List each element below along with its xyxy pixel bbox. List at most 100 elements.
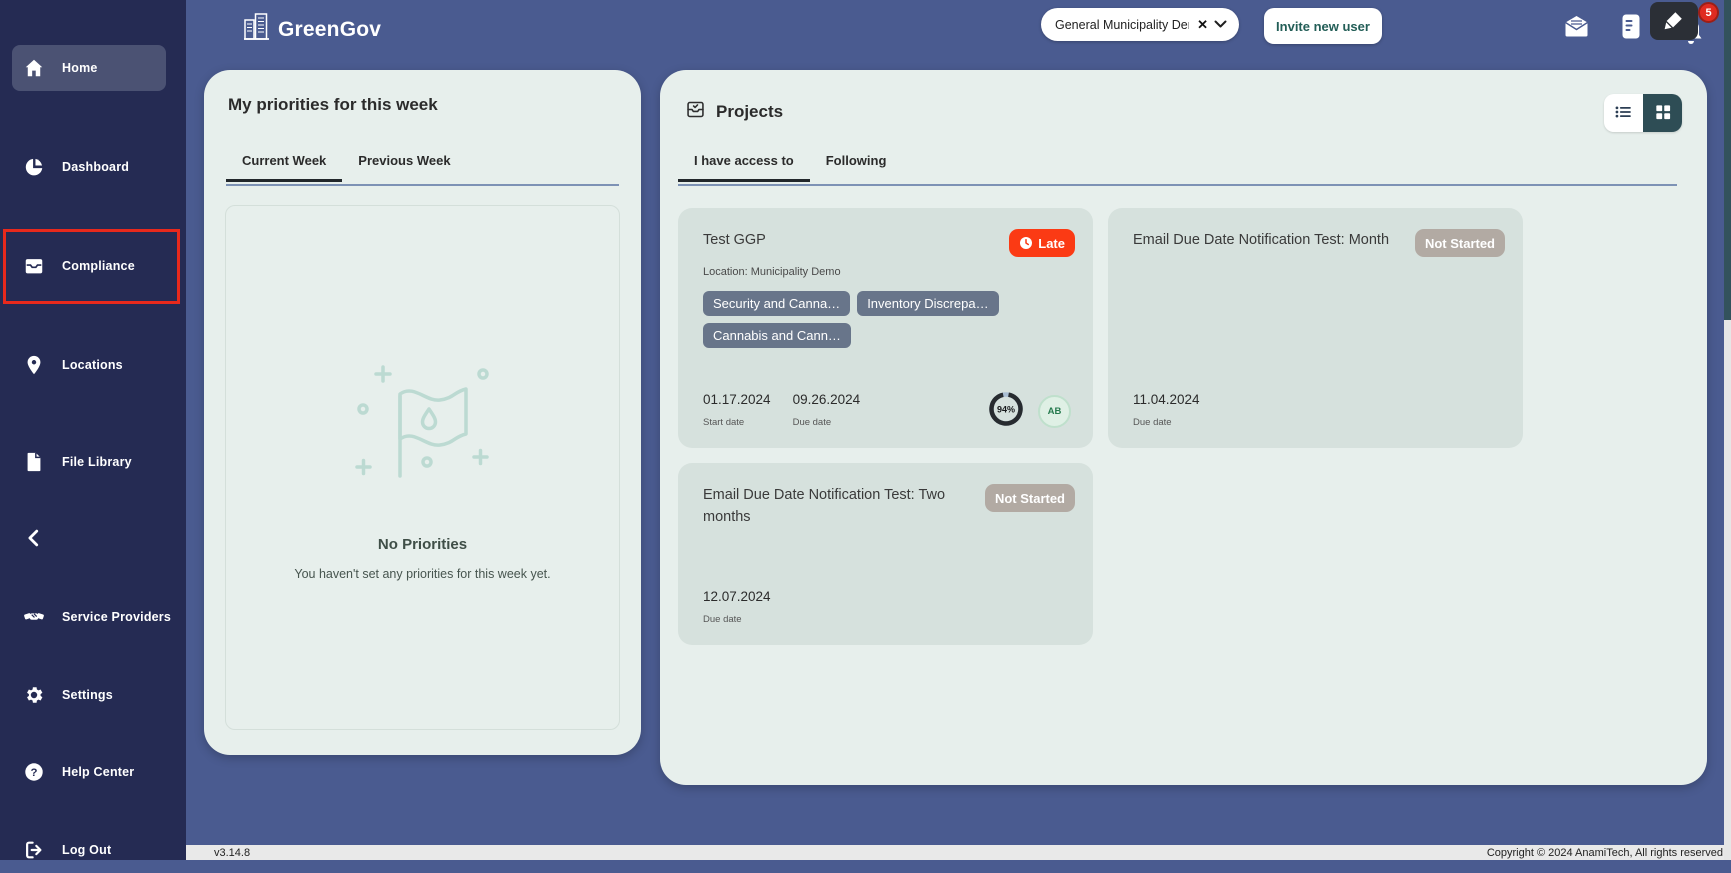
- clock-icon: [1019, 236, 1033, 250]
- logout-icon: [22, 838, 46, 862]
- project-title: Email Due Date Notification Test: Two mo…: [703, 487, 946, 526]
- priorities-empty-state: No Priorities You haven't set any priori…: [225, 205, 620, 730]
- project-tags: Security and Canna… Inventory Discrepa… …: [703, 291, 1013, 348]
- chevron-down-icon[interactable]: [1214, 20, 1227, 29]
- sidebar-item-home[interactable]: Home: [12, 45, 166, 91]
- app-version: v3.14.8: [214, 846, 251, 859]
- clear-icon[interactable]: ✕: [1197, 16, 1208, 32]
- project-card-email-two-months[interactable]: Email Due Date Notification Test: Two mo…: [678, 463, 1093, 645]
- annotation-highlighter-overlay: [1650, 2, 1698, 40]
- priorities-tabs: Current Week Previous Week: [226, 153, 467, 182]
- tabs-divider: [678, 184, 1677, 186]
- sidebar-item-label: Dashboard: [62, 160, 130, 174]
- projects-inbox-icon: [685, 99, 706, 125]
- avatar: AB: [1038, 395, 1071, 428]
- sidebar-item-locations[interactable]: Locations: [12, 342, 166, 388]
- project-card-email-month[interactable]: Email Due Date Notification Test: Month …: [1108, 208, 1523, 448]
- org-selector-dropdown[interactable]: General Municipality Der ✕: [1041, 8, 1239, 41]
- sidebar-item-compliance[interactable]: Compliance: [12, 243, 166, 289]
- grid-view-button[interactable]: [1643, 94, 1682, 132]
- sidebar-item-label: Settings: [62, 688, 113, 702]
- page-scrollbar[interactable]: [1724, 0, 1731, 860]
- sidebar-item-dashboard[interactable]: Dashboard: [12, 144, 166, 190]
- due-date-value: 09.26.2024: [792, 392, 861, 407]
- tabs-divider: [226, 184, 619, 186]
- sidebar-item-label: Help Center: [62, 765, 135, 779]
- project-tag: Cannabis and Cann…: [703, 323, 851, 348]
- status-badge-label: Late: [1038, 235, 1065, 251]
- file-icon: [22, 450, 46, 474]
- project-tag: Security and Canna…: [703, 291, 851, 316]
- view-toggle: [1604, 94, 1682, 132]
- gear-icon: [22, 683, 46, 707]
- svg-text:?: ?: [31, 767, 38, 779]
- tab-current-week[interactable]: Current Week: [226, 153, 343, 182]
- project-tag: Inventory Discrepa…: [857, 291, 999, 316]
- brand-name: GreenGov: [278, 17, 382, 41]
- start-date-label: Start date: [703, 417, 745, 428]
- sidebar-item-log-out[interactable]: Log Out: [12, 827, 166, 873]
- list-view-icon: [1613, 101, 1635, 126]
- due-date-value: 12.07.2024: [703, 589, 771, 604]
- status-badge-label: Not Started: [994, 490, 1065, 506]
- home-icon: [22, 56, 46, 80]
- sidebar-item-label: Compliance: [62, 259, 135, 273]
- due-date-label: Due date: [1133, 417, 1172, 428]
- sidebar-item-label: Locations: [62, 358, 123, 372]
- sidebar: Home Dashboard Compliance Locations File…: [0, 0, 186, 860]
- scrollbar-thumb[interactable]: [1724, 0, 1731, 320]
- inbox-icon: [22, 254, 46, 278]
- tab-i-have-access-to[interactable]: I have access to: [678, 153, 810, 182]
- flag-illustration: [343, 354, 503, 494]
- tab-previous-week[interactable]: Previous Week: [358, 153, 451, 168]
- empty-state-message: You haven't set any priorities for this …: [294, 567, 551, 581]
- location-pin-icon: [22, 353, 46, 377]
- status-badge-not-started: Not Started: [1414, 229, 1505, 257]
- sidebar-item-help-center[interactable]: ? Help Center: [12, 749, 166, 795]
- handshake-icon: [22, 605, 46, 629]
- due-date-label: Due date: [703, 614, 742, 625]
- invite-new-user-button[interactable]: Invite new user: [1264, 8, 1382, 44]
- due-date-value: 11.04.2024: [1133, 392, 1200, 407]
- sidebar-item-label: Service Providers: [62, 610, 172, 624]
- pie-chart-icon: [22, 155, 46, 179]
- sidebar-item-label: Log Out: [62, 843, 112, 857]
- copyright-text: Copyright © 2024 AnamiTech, All rights r…: [1486, 846, 1723, 859]
- projects-header: Projects: [685, 99, 783, 125]
- projects-panel: Projects I have access to Following Test…: [660, 70, 1707, 785]
- status-badge-not-started: Not Started: [984, 484, 1075, 512]
- project-card-test-ggp[interactable]: Test GGP Late Location: Municipality Dem…: [678, 208, 1093, 448]
- chevron-left-icon: [22, 526, 46, 550]
- due-date-label: Due date: [792, 417, 832, 428]
- project-title: Email Due Date Notification Test: Month: [1133, 232, 1390, 248]
- tab-following[interactable]: Following: [825, 153, 887, 168]
- notes-icon[interactable]: [1621, 13, 1641, 43]
- footer-bar: v3.14.8 Copyright © 2024 AnamiTech, All …: [186, 845, 1731, 860]
- priorities-panel: My priorities for this week Current Week…: [204, 70, 641, 755]
- brand-logo: GreenGov: [243, 11, 381, 48]
- list-view-button[interactable]: [1604, 94, 1643, 132]
- mail-icon[interactable]: [1563, 15, 1590, 40]
- question-circle-icon: ?: [22, 760, 46, 784]
- buildings-icon: [243, 11, 270, 48]
- sidebar-item-label: Home: [62, 61, 98, 75]
- org-selector-value: General Municipality Der: [1055, 17, 1190, 32]
- sidebar-collapse-button[interactable]: [12, 515, 166, 561]
- progress-ring: 94%: [987, 390, 1025, 428]
- progress-value: 94%: [997, 405, 1015, 415]
- sidebar-item-service-providers[interactable]: Service Providers: [12, 594, 171, 640]
- projects-tabs: I have access to Following: [678, 153, 902, 182]
- notification-badge: 5: [1698, 2, 1719, 23]
- sidebar-item-label: File Library: [62, 455, 132, 469]
- projects-card-grid: Test GGP Late Location: Municipality Dem…: [678, 208, 1690, 645]
- project-location: Location: Municipality Demo: [703, 266, 841, 278]
- project-title: Test GGP: [703, 232, 766, 248]
- start-date-value: 01.17.2024: [703, 392, 771, 407]
- status-badge-label: Not Started: [1424, 235, 1495, 251]
- empty-state-title: No Priorities: [377, 536, 468, 553]
- sidebar-item-file-library[interactable]: File Library: [12, 439, 166, 485]
- sidebar-item-settings[interactable]: Settings: [12, 672, 166, 718]
- grid-view-icon: [1653, 102, 1673, 125]
- status-badge-late: Late: [1009, 229, 1075, 257]
- projects-title: Projects: [716, 102, 784, 121]
